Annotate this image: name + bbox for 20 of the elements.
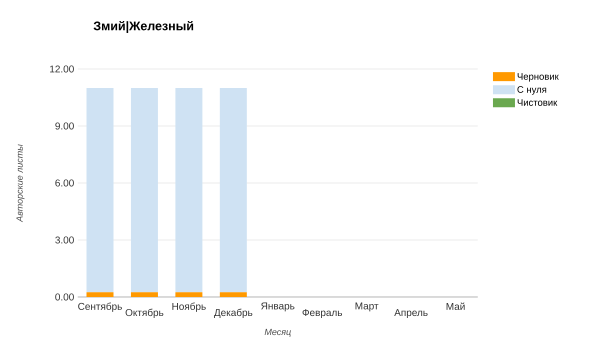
x-axis-title: Месяц: [264, 328, 291, 337]
legend-label: Черновик: [518, 73, 559, 82]
y-tick-label: 6.00: [55, 179, 74, 187]
chart-title: Змий|Железный: [94, 20, 194, 33]
y-tick-label: 3.00: [55, 236, 74, 244]
x-tick-label: Май: [446, 302, 465, 310]
x-tick-label: Сентябрь: [78, 302, 122, 312]
x-tick-label: Декабрь: [214, 308, 252, 318]
x-tick-label: Октябрь: [126, 308, 164, 318]
y-tick-label: 0.00: [55, 293, 74, 301]
x-tick-label: Февраль: [302, 309, 342, 318]
y-tick-label: 12.00: [50, 65, 74, 73]
x-tick-label: Январь: [261, 302, 294, 312]
y-tick-label: 9.00: [55, 122, 74, 130]
x-tick-label: Ноябрь: [172, 302, 206, 312]
x-tick-label: Апрель: [394, 309, 428, 318]
legend-label: С нуля: [517, 86, 546, 95]
y-axis-title: Авторские листы: [16, 144, 24, 222]
x-tick-label: Март: [356, 302, 378, 312]
legend-label: Чистовик: [518, 99, 558, 106]
